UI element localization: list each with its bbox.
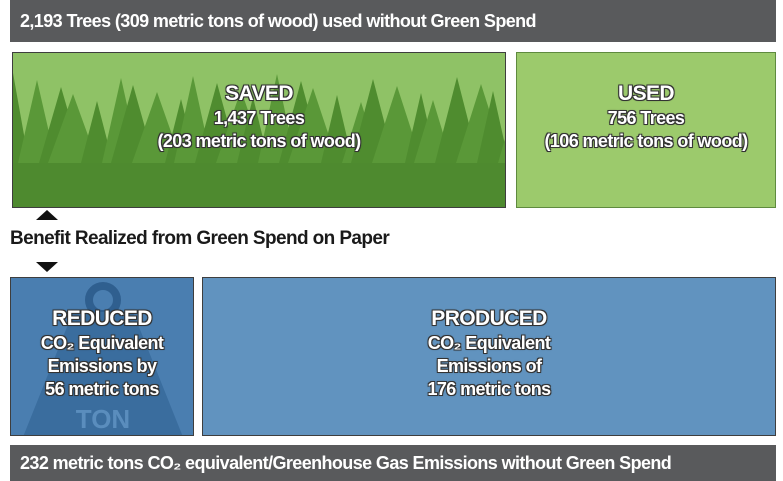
saved-box: SAVED 1,437 Trees (203 metric tons of wo… [12,52,506,208]
reduced-heading: REDUCED [52,307,152,330]
produced-line1: CO₂ Equivalent [427,333,551,353]
produced-line3: 176 metric tons [427,379,551,399]
produced-line2: Emissions of [436,356,542,376]
reduced-line3: 56 metric tons [45,379,159,399]
tree [81,101,113,163]
used-box: USED 756 Trees (106 metric tons of wood) [516,52,776,208]
footer-title: 232 metric tons CO₂ equivalent/Greenhous… [20,452,672,473]
header-title: 2,193 Trees (309 metric tons of wood) us… [20,10,537,31]
header-bar: 2,193 Trees (309 metric tons of wood) us… [10,0,776,42]
used-heading: USED [618,82,675,105]
benefit-label: Benefit Realized from Green Spend on Pap… [10,228,390,249]
tree [321,95,353,163]
saved-wood: (203 metric tons of wood) [157,131,361,151]
reduced-line2: Emissions by [47,356,157,376]
reduced-line1: CO₂ Equivalent [40,333,164,353]
saved-heading: SAVED [225,82,293,105]
tree [237,97,269,163]
produced-heading: PRODUCED [431,307,547,330]
weight-icon: TON [23,282,183,435]
weight-label: TON [76,404,130,434]
reduced-box: TON REDUCED CO₂ Equivalent Emissions by … [10,277,194,436]
used-trees: 756 Trees [607,108,685,128]
saved-trees: 1,437 Trees [213,108,305,128]
used-wood: (106 metric tons of wood) [544,131,748,151]
tree [477,91,505,163]
produced-box: PRODUCED CO₂ Equivalent Emissions of 176… [202,277,776,436]
footer-bar: 232 metric tons CO₂ equivalent/Greenhous… [10,445,776,481]
forest [13,73,505,207]
